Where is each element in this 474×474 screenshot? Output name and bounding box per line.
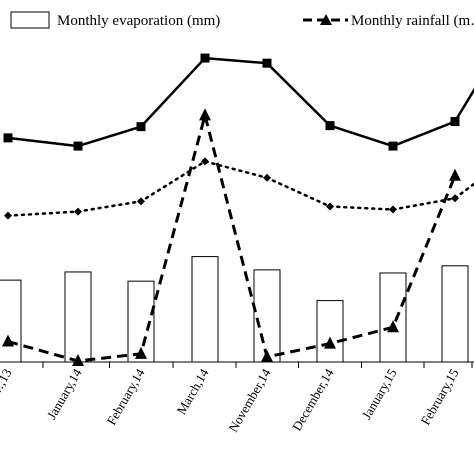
diamond-marker	[137, 197, 145, 206]
triangle-marker	[72, 353, 84, 366]
bars-layer	[0, 256, 469, 363]
square-marker	[3, 133, 13, 143]
diamond-marker	[326, 202, 334, 211]
evaporation-bar	[441, 265, 469, 363]
rainfall-line	[7, 113, 457, 363]
evaporation-bar	[191, 256, 219, 363]
evaporation-bar	[253, 269, 281, 363]
square-marker	[325, 121, 335, 131]
ticks-layer	[42, 362, 473, 368]
triangle-marker	[261, 349, 273, 362]
square-marker	[262, 58, 272, 68]
diamond-marker	[74, 207, 82, 216]
x-tick-label: November,14	[225, 366, 274, 435]
diamond-marker	[263, 173, 271, 182]
square-marker	[388, 141, 398, 151]
legend-label-rainfall: Monthly rainfall (m…	[351, 13, 474, 29]
x-tick-label: January,14	[44, 366, 85, 422]
triangle-marker	[449, 168, 461, 181]
legend: Monthly evaporation (mm) Monthly rainfal…	[10, 11, 474, 29]
evaporation-bar	[379, 272, 407, 363]
square-marker	[200, 53, 210, 63]
lines-layer	[2, 53, 474, 366]
dotted-series-line	[6, 160, 474, 217]
diamond-marker	[451, 194, 459, 203]
evaporation-bar	[64, 271, 92, 363]
evaporation-bar	[0, 279, 22, 363]
square-marker	[73, 141, 83, 151]
x-tick-label: January,15	[359, 366, 400, 422]
x-tick-label: December,14	[289, 366, 337, 434]
square-marker	[136, 122, 146, 132]
triangle-marker	[324, 336, 336, 349]
diamond-marker	[389, 205, 397, 214]
x-tick-label: March,14	[174, 366, 212, 417]
square-marker	[450, 117, 460, 127]
diamond-marker	[201, 157, 209, 166]
x-tick-label: …,13	[0, 366, 15, 399]
triangle-marker	[387, 320, 399, 333]
diamond-marker	[4, 211, 12, 220]
solid-series-line	[7, 56, 474, 148]
triangle-marker	[135, 346, 147, 359]
triangle-marker	[2, 334, 14, 347]
evaporation-bar	[316, 300, 344, 363]
legend-swatch-rainfall-marker	[320, 14, 332, 25]
triangle-marker	[199, 108, 211, 121]
x-tick-label: February,15	[417, 366, 461, 427]
x-tick-labels: …,13 January,14 February,14 March,14 Novembe…	[0, 366, 462, 435]
legend-swatch-evaporation	[10, 11, 50, 29]
x-tick-label: February,14	[103, 366, 147, 428]
legend-label-evaporation: Monthly evaporation (mm)	[57, 13, 220, 29]
